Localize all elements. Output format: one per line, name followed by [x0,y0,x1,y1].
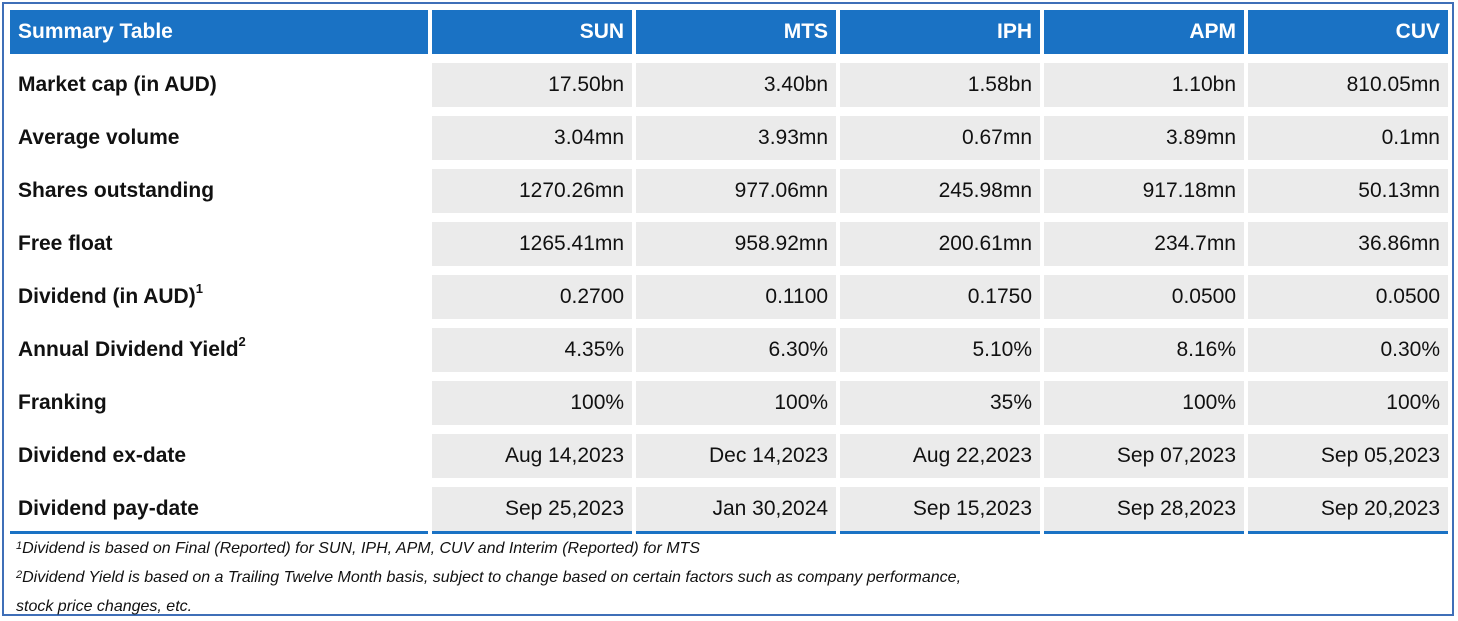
table-cell: 1.58bn [840,54,1041,107]
row-label-text: Average volume [18,126,180,149]
row-label: Dividend pay-date [10,478,429,534]
row-label: Market cap (in AUD) [10,54,429,107]
table-cell: 100% [432,372,633,425]
row-label: Average volume [10,107,429,160]
table-row: Franking 100% 100% 35% 100% 100% [10,372,1448,425]
table-cell: 0.0500 [1044,266,1244,319]
header-apm: APM [1044,10,1244,54]
table-cell: 3.04mn [432,107,633,160]
footnote-marker: 1 [16,540,23,552]
table-cell: Jan 30,2024 [636,478,837,534]
table-cell: Sep 20,2023 [1248,478,1448,534]
row-label: Franking [10,372,429,425]
footnote-2-continued: stock price changes, etc. [16,592,1116,621]
table-row: Dividend ex-date Aug 14,2023 Dec 14,2023 Au… [10,425,1448,478]
table-cell: 8.16% [1044,319,1244,372]
header-iph: IPH [840,10,1041,54]
table-row: Annual Dividend Yield2 4.35% 6.30% 5.10% 8.1… [10,319,1448,372]
table-cell: 100% [636,372,837,425]
summary-table: Summary Table SUN MTS IPH APM CUV Market… [6,10,1452,534]
table-cell: 35% [840,372,1041,425]
table-cell: 17.50bn [432,54,633,107]
table-cell: 1.10bn [1044,54,1244,107]
table-cell: Sep 05,2023 [1248,425,1448,478]
table-cell: 0.1mn [1248,107,1448,160]
footnote-text: stock price changes, etc. [16,598,193,615]
footnote-marker: 2 [238,334,246,349]
table-cell: 245.98mn [840,160,1041,213]
table-header-row: Summary Table SUN MTS IPH APM CUV [10,10,1448,54]
table-cell: Aug 14,2023 [432,425,633,478]
table-cell: 810.05mn [1248,54,1448,107]
table-cell: 4.35% [432,319,633,372]
table-cell: 3.93mn [636,107,837,160]
table-row: Average volume 3.04mn 3.93mn 0.67mn 3.89mn 0.… [10,107,1448,160]
table-cell: 0.67mn [840,107,1041,160]
table-row: Shares outstanding 1270.26mn 977.06mn 245.9… [10,160,1448,213]
table-cell: 36.86mn [1248,213,1448,266]
table-cell: 958.92mn [636,213,837,266]
table-cell: 234.7mn [1044,213,1244,266]
table-cell: 5.10% [840,319,1041,372]
table-cell: 0.1100 [636,266,837,319]
row-label: Shares outstanding [10,160,429,213]
table-cell: Sep 28,2023 [1044,478,1244,534]
header-title: Summary Table [10,10,429,54]
table-cell: 0.2700 [432,266,633,319]
row-label-text: Shares outstanding [18,179,215,202]
table-cell: 100% [1248,372,1448,425]
table-cell: Sep 15,2023 [840,478,1041,534]
table-cell: 917.18mn [1044,160,1244,213]
table-cell: Sep 07,2023 [1044,425,1244,478]
table-cell: 50.13mn [1248,160,1448,213]
footnote-1: 1Dividend is based on Final (Reported) f… [16,534,1116,563]
table-row: Dividend pay-date Sep 25,2023 Jan 30,2024 S… [10,478,1448,534]
row-label-text: Market cap (in AUD) [18,73,217,96]
table-cell: Aug 22,2023 [840,425,1041,478]
footnote-text: Dividend Yield is based on a Trailing Tw… [22,569,962,586]
header-sun: SUN [432,10,633,54]
table-cell: Sep 25,2023 [432,478,633,534]
row-label-text: Dividend (in AUD) [18,285,196,308]
row-label-text: Franking [18,391,107,414]
row-label: Annual Dividend Yield2 [10,319,429,372]
table-cell: 100% [1044,372,1244,425]
footnote-2: 2Dividend Yield is based on a Trailing T… [16,563,1116,592]
header-cuv: CUV [1248,10,1448,54]
table-cell: 1265.41mn [432,213,633,266]
table-cell: 1270.26mn [432,160,633,213]
table-row: Free float 1265.41mn 958.92mn 200.61mn 234.7… [10,213,1448,266]
table-cell: Dec 14,2023 [636,425,837,478]
row-label-text: Annual Dividend Yield [18,338,239,361]
table-cell: 0.30% [1248,319,1448,372]
table-cell: 0.1750 [840,266,1041,319]
table-row: Dividend (in AUD)1 0.2700 0.1100 0.1750 0.05… [10,266,1448,319]
row-label: Dividend ex-date [10,425,429,478]
row-label: Free float [10,213,429,266]
footnote-text: Dividend is based on Final (Reported) fo… [22,540,700,557]
footnote-marker: 1 [195,281,203,296]
row-label-text: Dividend pay-date [18,497,199,520]
table-cell: 3.89mn [1044,107,1244,160]
table-cell: 200.61mn [840,213,1041,266]
header-mts: MTS [636,10,837,54]
row-label-text: Dividend ex-date [18,444,187,467]
table-cell: 3.40bn [636,54,837,107]
footnote-marker: 2 [16,569,23,581]
table-cell: 6.30% [636,319,837,372]
table-row: Market cap (in AUD) 17.50bn 3.40bn 1.58bn 1.… [10,54,1448,107]
table-cell: 0.0500 [1248,266,1448,319]
footnotes: 1Dividend is based on Final (Reported) f… [16,534,1116,621]
row-label: Dividend (in AUD)1 [10,266,429,319]
table-cell: 977.06mn [636,160,837,213]
row-label-text: Free float [18,232,113,255]
